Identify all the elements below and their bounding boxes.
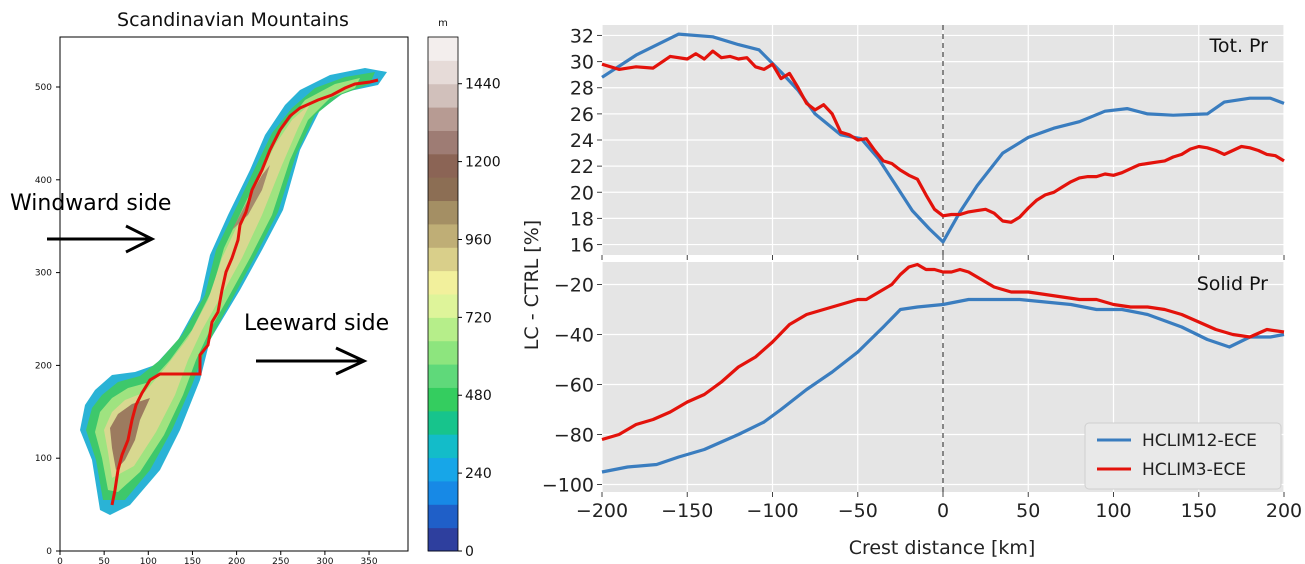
colorbar-level xyxy=(428,527,458,552)
windward-label: Windward side xyxy=(10,191,171,216)
panel-title: Solid Pr xyxy=(1197,273,1268,295)
colorbar-tick-label: 960 xyxy=(465,232,492,248)
colorbar-level xyxy=(428,200,458,225)
colorbar-level xyxy=(428,294,458,318)
colorbar-tick-label: 0 xyxy=(465,544,474,560)
profile-panel: 16 18 20 22 24 26 28 30 32 Tot. Pr −100 −80 −60 −40 −… xyxy=(521,25,1302,559)
colorbar-level xyxy=(428,317,458,342)
y-tick-label: 28 xyxy=(570,78,594,100)
colorbar-level xyxy=(428,434,458,459)
colorbar-level xyxy=(428,37,458,61)
colorbar-level xyxy=(428,387,458,412)
colorbar-unit: m xyxy=(438,18,448,29)
series-line-hclim3-ece xyxy=(601,49,1285,224)
legend: HCLIM12-ECE HCLIM3-ECE xyxy=(1084,422,1282,490)
series-line-hclim3-ece xyxy=(601,262,1285,442)
colorbar-level xyxy=(428,340,458,365)
y-tick-label: −80 xyxy=(554,425,594,447)
map-y-tick-label: 300 xyxy=(35,269,52,279)
colorbar-level xyxy=(428,107,458,131)
map-panel: Scandinavian Mountains 0 50 100 150 200 250 30… xyxy=(10,9,501,564)
y-tick-label: 26 xyxy=(570,104,594,126)
leeward-label: Leeward side xyxy=(244,311,389,336)
map-y-tick-label: 200 xyxy=(35,361,52,371)
colorbar xyxy=(427,36,459,552)
y-axis-label: LC - CTRL [%] xyxy=(521,220,543,350)
y-tick-label: 32 xyxy=(570,25,594,47)
y-tick-label: −60 xyxy=(554,375,594,397)
y-tick-label: 16 xyxy=(570,235,594,257)
leeward-arrow xyxy=(256,346,368,376)
y-tick-label: −40 xyxy=(554,325,594,347)
colorbar-level xyxy=(428,504,458,529)
colorbar-level xyxy=(428,83,458,108)
map-x-tick-label: 100 xyxy=(140,557,157,564)
tot-pr-panel: 16 18 20 22 24 26 28 30 32 Tot. Pr xyxy=(570,25,1285,260)
y-tick-label: 18 xyxy=(570,208,594,230)
map-x-tick-label: 0 xyxy=(57,557,63,564)
x-tick-label: −50 xyxy=(838,500,878,522)
panel-title: Tot. Pr xyxy=(1209,35,1269,57)
colorbar-tick-label: 1440 xyxy=(465,77,501,93)
x-tick-label: 50 xyxy=(1016,500,1040,522)
map-x-tick-label: 300 xyxy=(316,557,333,564)
x-axis-label: Crest distance [km] xyxy=(849,537,1036,559)
x-tick-label: 0 xyxy=(937,500,949,522)
colorbar-tick-label: 480 xyxy=(465,388,492,404)
colorbar-level xyxy=(428,130,458,155)
crest-line xyxy=(110,78,379,506)
map-y-axis: 0 100 200 300 400 500 xyxy=(35,83,60,557)
map-x-tick-label: 250 xyxy=(272,557,289,564)
map-y-tick-label: 100 xyxy=(35,454,52,464)
y-tick-label: 22 xyxy=(570,156,594,178)
x-tick-label: −150 xyxy=(661,500,713,522)
x-tick-label: −200 xyxy=(576,500,628,522)
x-tick-label: 200 xyxy=(1266,500,1302,522)
legend-label-hclim12: HCLIM12-ECE xyxy=(1142,431,1257,451)
colorbar-level xyxy=(428,364,458,388)
colorbar-level xyxy=(428,457,458,482)
series-line-hclim12-ece xyxy=(601,297,1285,474)
map-x-tick-label: 150 xyxy=(184,557,201,564)
colorbar-level xyxy=(428,177,458,202)
map-x-tick-label: 200 xyxy=(228,557,245,564)
map-y-tick-label: 500 xyxy=(35,83,52,93)
colorbar-level xyxy=(428,480,458,505)
y-tick-label: 30 xyxy=(570,52,594,74)
colorbar-level xyxy=(428,270,458,295)
colorbar-level xyxy=(428,247,458,272)
colorbar-tick-label: 720 xyxy=(465,310,492,326)
legend-box xyxy=(1084,422,1282,490)
series-line-hclim12-ece xyxy=(601,32,1285,244)
terrain-high xyxy=(104,104,310,478)
map-y-tick-label: 400 xyxy=(35,176,52,186)
x-tick-label: 100 xyxy=(1095,500,1131,522)
legend-label-hclim3: HCLIM3-ECE xyxy=(1142,460,1246,480)
x-tick-label: 150 xyxy=(1181,500,1217,522)
map-x-tick-label: 350 xyxy=(360,557,377,564)
map-title: Scandinavian Mountains xyxy=(117,9,349,31)
x-tick-label: −100 xyxy=(746,500,798,522)
colorbar-level xyxy=(428,410,458,435)
colorbar-level xyxy=(428,153,458,178)
map-y-tick-label: 0 xyxy=(46,547,52,557)
colorbar-tick-label: 240 xyxy=(465,466,492,482)
colorbar-frame xyxy=(427,36,459,552)
map-x-axis: 0 50 100 150 200 250 300 350 xyxy=(57,551,378,564)
map-x-tick-label: 50 xyxy=(98,557,110,564)
y-tick-label: 20 xyxy=(570,182,594,204)
windward-arrow xyxy=(47,224,156,254)
colorbar-level xyxy=(428,223,458,248)
colorbar-tick-label: 1200 xyxy=(465,155,501,171)
colorbar-ticks: 0 240 480 720 960 1200 1440 xyxy=(458,77,501,560)
y-tick-label: −20 xyxy=(554,275,594,297)
y-tick-label: −100 xyxy=(542,475,594,497)
y-tick-label: 24 xyxy=(570,130,594,152)
colorbar-level xyxy=(428,60,458,85)
